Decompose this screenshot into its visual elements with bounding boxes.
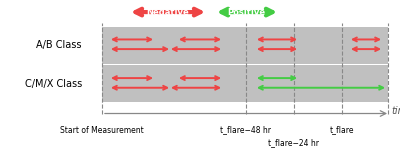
- Text: Positive: Positive: [227, 8, 265, 17]
- Text: C/M/X Class: C/M/X Class: [25, 79, 82, 89]
- FancyBboxPatch shape: [102, 27, 388, 64]
- Text: time: time: [391, 106, 400, 116]
- FancyBboxPatch shape: [102, 65, 388, 102]
- Text: t_flare−48 hr: t_flare−48 hr: [220, 126, 272, 135]
- Text: t_flare−24 hr: t_flare−24 hr: [268, 138, 320, 147]
- Text: Start of Measurement: Start of Measurement: [60, 126, 144, 135]
- Text: Negative: Negative: [147, 8, 189, 17]
- Text: t_flare: t_flare: [330, 126, 354, 135]
- Text: A/B Class: A/B Class: [36, 40, 82, 50]
